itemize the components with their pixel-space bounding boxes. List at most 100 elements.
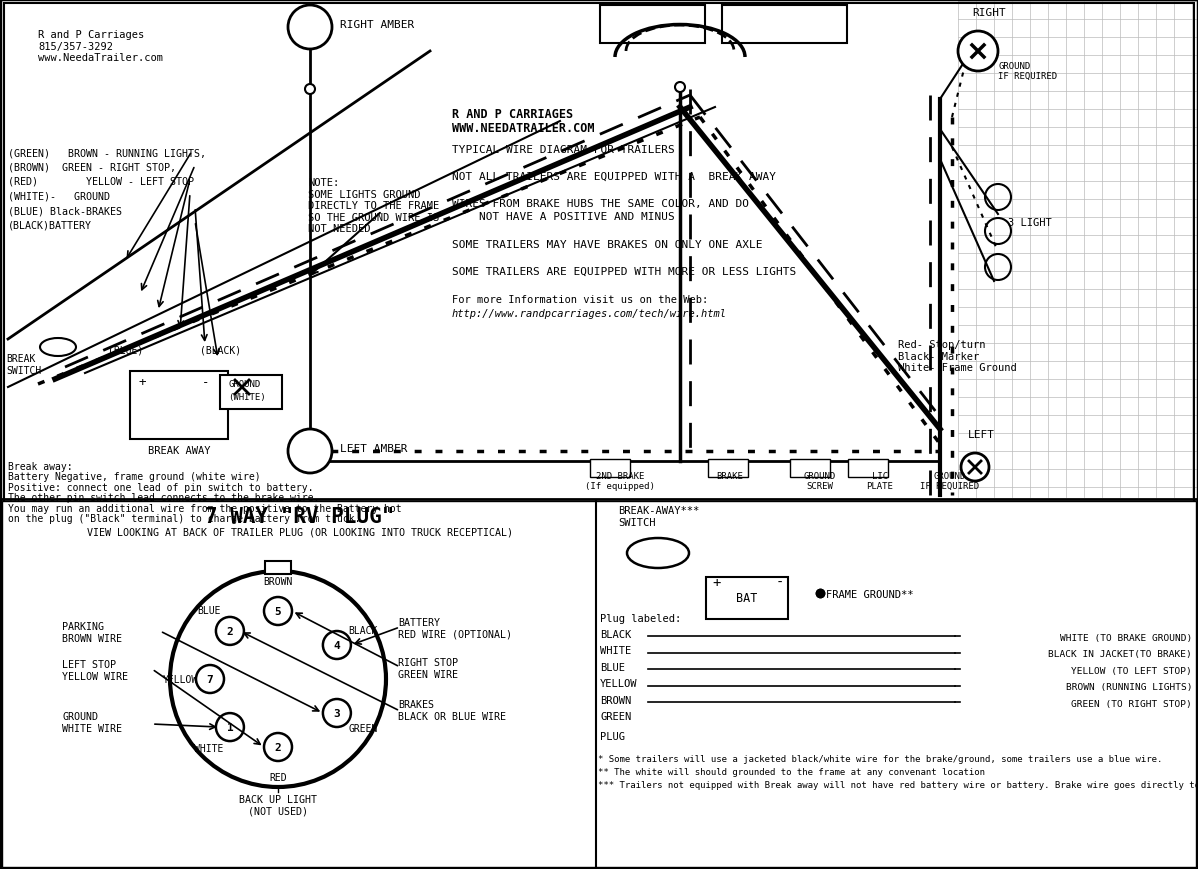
Text: SOME TRAILERS ARE EQUIPPED WITH MORE OR LESS LIGHTS: SOME TRAILERS ARE EQUIPPED WITH MORE OR … [452, 266, 797, 276]
Text: WWW.NEEDATRAILER.COM: WWW.NEEDATRAILER.COM [452, 122, 594, 135]
Text: NOT ALL TRAILERS ARE EQUIPPED WITH A  BREAK AWAY: NOT ALL TRAILERS ARE EQUIPPED WITH A BRE… [452, 172, 776, 182]
Bar [2, 501, 1196, 867]
Text: (RED)        YELLOW - LEFT STOP: (RED) YELLOW - LEFT STOP [8, 176, 194, 187]
Text: YELLOW (TO LEFT STOP): YELLOW (TO LEFT STOP) [1071, 667, 1192, 675]
Text: BREAK AWAY: BREAK AWAY [147, 446, 211, 455]
Text: SWITCH: SWITCH [618, 517, 655, 527]
Text: Plug labeled:: Plug labeled: [600, 614, 682, 623]
Text: http://www.randpcarriages.com/tech/wire.html: http://www.randpcarriages.com/tech/wire.… [452, 308, 727, 319]
Circle shape [961, 454, 990, 481]
Circle shape [323, 631, 351, 660]
Text: +: + [138, 375, 145, 388]
Text: *** Trailers not equipped with Break away will not have red battery wire or batt: *** Trailers not equipped with Break awa… [598, 780, 1198, 789]
Text: LEFT STOP
YELLOW WIRE: LEFT STOP YELLOW WIRE [62, 660, 128, 680]
Text: BREAK
SWITCH: BREAK SWITCH [6, 354, 41, 375]
Text: 2: 2 [226, 627, 234, 636]
Text: Red- Stop/turn
Black- Marker
White- Frame Ground: Red- Stop/turn Black- Marker White- Fram… [898, 340, 1017, 373]
Bar [706, 577, 788, 620]
Text: R and P Carriages
815/357-3292
www.NeedaTrailer.com: R and P Carriages 815/357-3292 www.Needa… [38, 30, 163, 63]
Text: 1: 1 [226, 722, 234, 733]
Text: R AND P CARRIAGES: R AND P CARRIAGES [452, 108, 573, 121]
Text: BLACK IN JACKET(TO BRAKE): BLACK IN JACKET(TO BRAKE) [1048, 650, 1192, 659]
Text: (GREEN)   BROWN - RUNNING LIGHTS,: (GREEN) BROWN - RUNNING LIGHTS, [8, 148, 206, 158]
Circle shape [288, 429, 332, 474]
Text: +: + [712, 575, 720, 589]
Text: GROUND
IF REQUIRED: GROUND IF REQUIRED [998, 62, 1057, 82]
Text: GREEN: GREEN [600, 712, 631, 721]
Text: RIGHT: RIGHT [972, 8, 1006, 18]
Text: LEFT: LEFT [968, 429, 996, 440]
Text: The other pin switch lead connects to the brake wire.: The other pin switch lead connects to th… [8, 493, 320, 503]
Text: GREEN: GREEN [349, 723, 377, 733]
Text: WHITE: WHITE [194, 744, 223, 753]
Text: PLUG: PLUG [600, 731, 625, 741]
Text: SOME TRAILERS MAY HAVE BRAKES ON ONLY ONE AXLE: SOME TRAILERS MAY HAVE BRAKES ON ONLY ON… [452, 239, 762, 249]
Bar [789, 460, 830, 477]
Text: BATTERY
RED WIRE (OPTIONAL): BATTERY RED WIRE (OPTIONAL) [398, 617, 512, 639]
Ellipse shape [40, 339, 75, 356]
Text: BAT: BAT [737, 592, 757, 605]
Text: BRAKE: BRAKE [716, 472, 744, 481]
Ellipse shape [627, 539, 689, 568]
Text: WHITE: WHITE [600, 646, 631, 656]
Bar [722, 6, 847, 44]
Bar [589, 460, 630, 477]
Circle shape [196, 666, 224, 693]
Text: Battery Negative, frame ground (white wire): Battery Negative, frame ground (white wi… [8, 472, 261, 482]
Text: -: - [776, 575, 785, 589]
Text: BLUE: BLUE [196, 605, 220, 615]
Text: LIC
PLATE: LIC PLATE [866, 472, 894, 491]
Text: PARKING
BROWN WIRE: PARKING BROWN WIRE [62, 621, 122, 643]
Text: VIEW LOOKING AT BACK OF TRAILER PLUG (OR LOOKING INTO TRUCK RECEPTICAL): VIEW LOOKING AT BACK OF TRAILER PLUG (OR… [87, 527, 513, 537]
Bar [708, 460, 748, 477]
Text: BACK UP LIGHT
(NOT USED): BACK UP LIGHT (NOT USED) [238, 794, 317, 816]
Text: BLACK: BLACK [600, 629, 631, 640]
Text: YELLOW: YELLOW [163, 674, 198, 684]
Text: 3: 3 [333, 708, 340, 718]
Text: For more Information visit us on the Web:: For more Information visit us on the Web… [452, 295, 708, 305]
Text: BREAK-AWAY***: BREAK-AWAY*** [618, 506, 700, 515]
Text: GROUND
SCREW: GROUND SCREW [804, 472, 836, 491]
Text: WHITE (TO BRAKE GROUND): WHITE (TO BRAKE GROUND) [1060, 634, 1192, 642]
Text: BROWN: BROWN [600, 695, 631, 705]
Circle shape [323, 700, 351, 727]
Text: -: - [202, 375, 210, 388]
Text: Break away:: Break away: [8, 461, 73, 472]
Text: You may run an additional wire from the positive to the Battery hot: You may run an additional wire from the … [8, 503, 401, 514]
Text: 7: 7 [206, 674, 213, 684]
Bar [265, 561, 291, 574]
Circle shape [216, 713, 244, 741]
Text: TYPICAL WIRE DIAGRAM FOR TRAILERS: TYPICAL WIRE DIAGRAM FOR TRAILERS [452, 145, 674, 155]
Text: BROWN: BROWN [264, 576, 292, 587]
Text: 7 WAY "RV PLUG": 7 WAY "RV PLUG" [205, 507, 394, 527]
Circle shape [264, 597, 292, 626]
Text: RIGHT STOP
GREEN WIRE: RIGHT STOP GREEN WIRE [398, 657, 458, 679]
Circle shape [264, 733, 292, 761]
Text: 5: 5 [274, 607, 282, 616]
Circle shape [958, 32, 998, 72]
Text: (BROWN)  GREEN - RIGHT STOP,: (BROWN) GREEN - RIGHT STOP, [8, 163, 176, 172]
Text: GREEN (TO RIGHT STOP): GREEN (TO RIGHT STOP) [1071, 700, 1192, 708]
Text: NOT HAVE A POSITIVE AND MINUS: NOT HAVE A POSITIVE AND MINUS [452, 212, 674, 222]
Text: on the plug ("Black" terminal) to charge battery from truck.: on the plug ("Black" terminal) to charge… [8, 514, 361, 524]
Bar [600, 6, 704, 44]
Text: * Some trailers will use a jacketed black/white wire for the brake/ground, some : * Some trailers will use a jacketed blac… [598, 754, 1162, 763]
Text: BROWN (RUNNING LIGHTS): BROWN (RUNNING LIGHTS) [1065, 683, 1192, 692]
Bar [848, 460, 888, 477]
Text: 2ND BRAKE
(If equipped): 2ND BRAKE (If equipped) [585, 472, 655, 491]
Text: GROUND: GROUND [228, 380, 260, 388]
Text: NOTE:
SOME LIGHTS GROUND
DIRECTLY TO THE FRAME
SO THE GROUND WIRE IS
NOT NEEDED: NOTE: SOME LIGHTS GROUND DIRECTLY TO THE… [308, 178, 440, 234]
Text: (BLACK): (BLACK) [200, 346, 241, 355]
Circle shape [674, 83, 685, 93]
Text: RED: RED [270, 773, 286, 782]
Circle shape [170, 571, 386, 787]
Text: GROUND
IF REQUIRED: GROUND IF REQUIRED [920, 472, 980, 491]
Text: BRAKES
BLACK OR BLUE WIRE: BRAKES BLACK OR BLUE WIRE [398, 700, 506, 720]
Text: (WHITE)-   GROUND: (WHITE)- GROUND [8, 191, 110, 202]
Text: RIGHT AMBER: RIGHT AMBER [340, 20, 415, 30]
Text: Positive: connect one lead of pin switch to battery.: Positive: connect one lead of pin switch… [8, 482, 314, 493]
Text: BLUE: BLUE [600, 662, 625, 673]
Text: 4: 4 [333, 640, 340, 650]
Text: 3 LIGHT: 3 LIGHT [1008, 218, 1052, 228]
Text: FRAME GROUND**: FRAME GROUND** [825, 589, 914, 600]
